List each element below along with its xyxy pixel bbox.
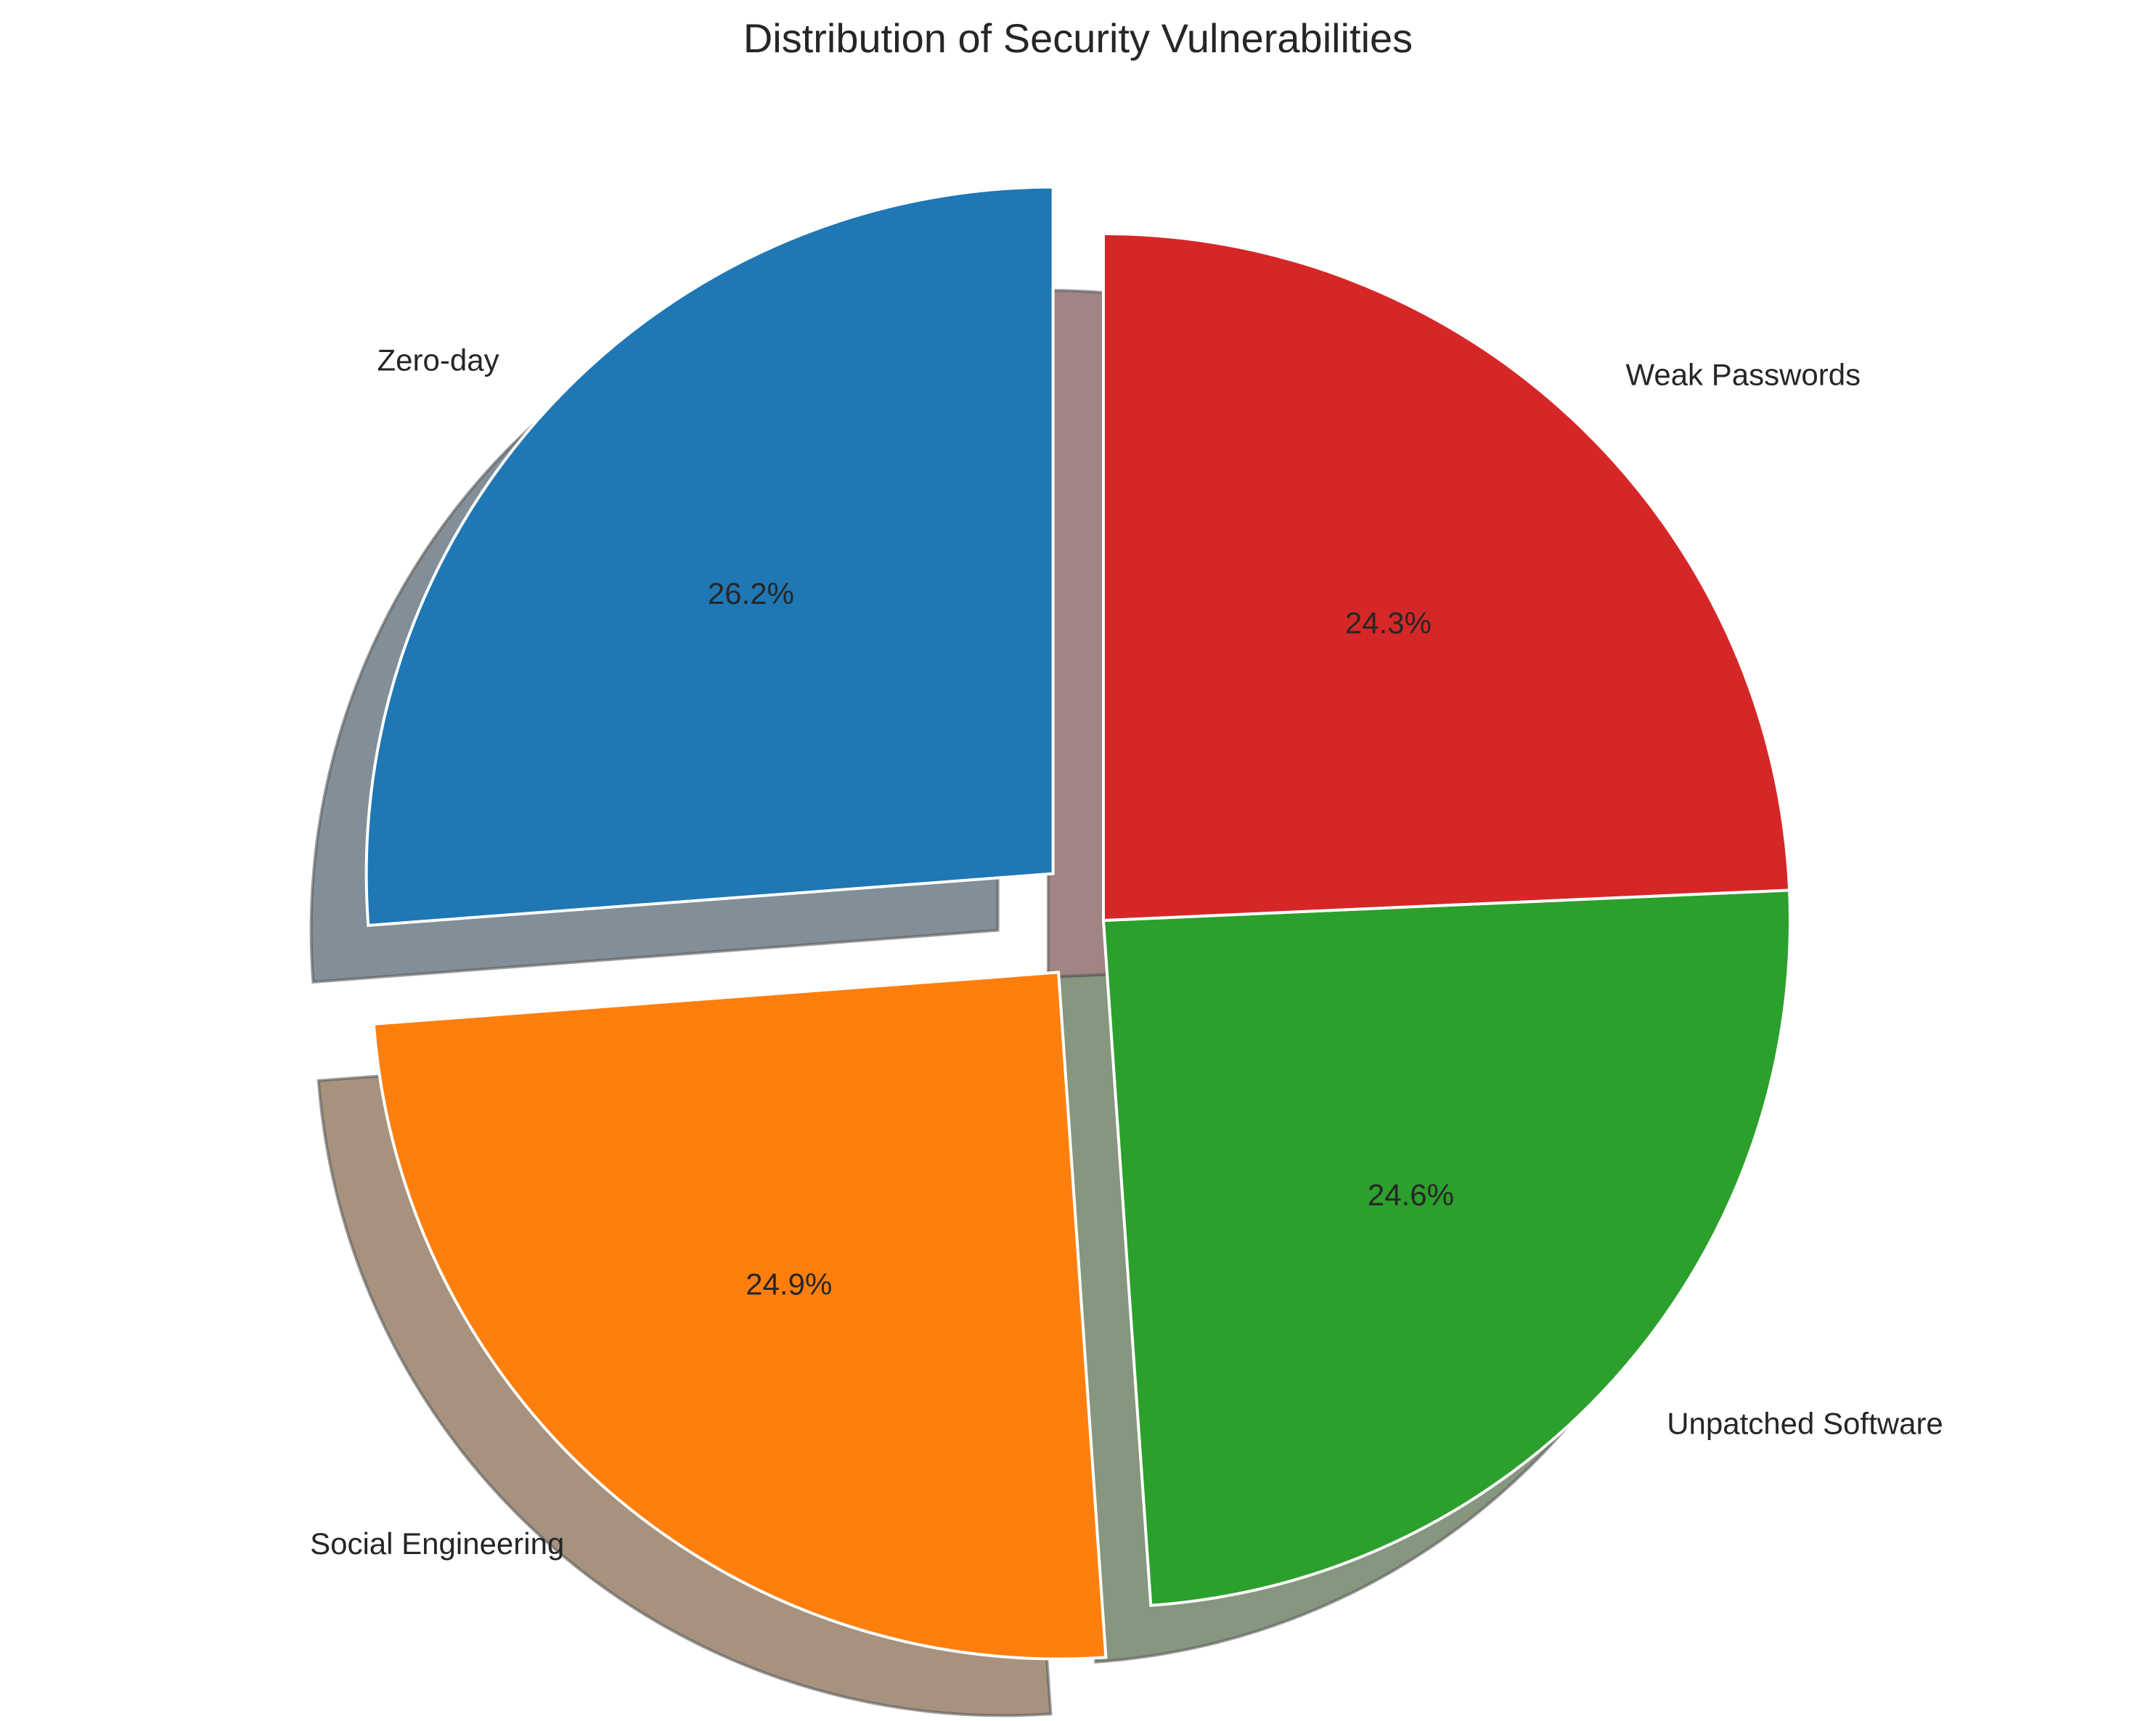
slice-social-engineering: [372, 970, 1108, 1661]
slice-labels: 26.2% Zero-day 24.9% Social Engineering 24.6…: [310, 343, 1943, 1561]
slice-weak-passwords: [1102, 232, 1792, 923]
slice-label-unpatched-software: Unpatched Software: [1667, 1407, 1943, 1441]
slice-zero-day: [364, 185, 1055, 928]
pie-slices: [364, 185, 1792, 1661]
pct-label-weak-passwords: 24.3%: [1345, 605, 1432, 639]
slice-label-social-engineering: Social Engineering: [310, 1526, 564, 1561]
pct-label-unpatched-software: 24.6%: [1368, 1178, 1454, 1212]
chart-title: Distribution of Security Vulnerabilities: [743, 15, 1413, 61]
slice-unpatched-software: [1101, 888, 1792, 1607]
pct-label-social-engineering: 24.9%: [746, 1267, 832, 1301]
pct-label-zero-day: 26.2%: [708, 576, 794, 610]
slice-label-zero-day: Zero-day: [377, 343, 499, 377]
slice-label-weak-passwords: Weak Passwords: [1625, 358, 1861, 392]
